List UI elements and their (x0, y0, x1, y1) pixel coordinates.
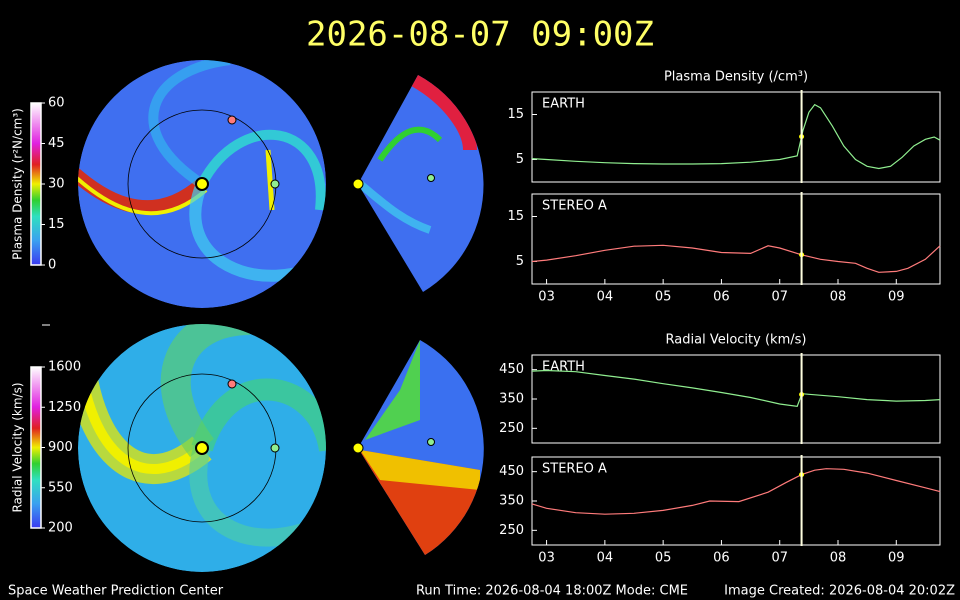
x-tick-label: 06 (713, 290, 730, 305)
x-tick-label: 09 (888, 551, 905, 566)
data-line (531, 468, 941, 515)
y-tick-label: 450 (499, 464, 524, 479)
colorbar-tick-label: 60 (48, 96, 65, 111)
y-tick-label: 250 (499, 523, 524, 538)
density-disk (78, 60, 326, 308)
sun (352, 442, 364, 454)
colorbar-tick-label: 15 (48, 217, 65, 232)
footer-right: Image Created: 2026-08-04 20:02Z (724, 584, 955, 599)
earth-dot (427, 438, 435, 446)
colorbar-tick-label: 30 (48, 177, 65, 192)
y-tick-label: 350 (499, 392, 524, 407)
y-tick-label: 350 (499, 494, 524, 509)
series-label: EARTH (542, 97, 585, 112)
colorbar-tick-label: 1600 (48, 360, 81, 375)
velocity-disk (78, 324, 326, 572)
plot-frame (531, 354, 941, 444)
x-tick-label: 07 (771, 290, 788, 305)
data-line (531, 103, 941, 170)
chart-title: Radial Velocity (km/s) (666, 333, 807, 348)
colorbar-label: Plasma Density (r²N/cm³) (11, 108, 25, 260)
x-tick-label: 05 (655, 551, 672, 566)
y-tick-label: 5 (516, 254, 524, 269)
colorbar-label: Radial Velocity (km/s) (11, 382, 25, 512)
x-tick-label: 04 (597, 290, 614, 305)
title: 2026-08-07 09:00Z (306, 15, 654, 55)
x-tick-label: 08 (830, 290, 847, 305)
x-tick-label: 08 (830, 551, 847, 566)
series-label: STEREO A (542, 199, 607, 214)
x-tick-label: 03 (538, 290, 555, 305)
colorbar-tick-label: 200 (48, 521, 73, 536)
colorbar (30, 366, 42, 529)
footer-center: Run Time: 2026-08-04 18:00Z Mode: CME (416, 584, 688, 599)
y-tick-label: 450 (499, 362, 524, 377)
colorbar-tick-label: 550 (48, 480, 73, 495)
plot-frame (531, 91, 941, 183)
x-tick-label: 09 (888, 290, 905, 305)
earth-dot (427, 174, 435, 182)
y-tick-label: 15 (507, 107, 524, 122)
colorbar-tick-label: 1250 (48, 400, 81, 415)
data-line (531, 244, 941, 273)
velocity-wedge (358, 340, 484, 555)
sun (352, 178, 364, 190)
footer-left: Space Weather Prediction Center (8, 584, 224, 599)
x-tick-label: 03 (538, 551, 555, 566)
colorbar (30, 102, 42, 266)
x-tick-label: 04 (597, 551, 614, 566)
colorbar-tick-label: 0 (48, 258, 56, 273)
y-tick-label: 15 (507, 209, 524, 224)
data-line (531, 369, 941, 407)
y-tick-label: 5 (516, 152, 524, 167)
x-tick-label: 05 (655, 290, 672, 305)
y-tick-label: 250 (499, 421, 524, 436)
chart-title: Plasma Density (/cm³) (664, 70, 808, 85)
colorbar-tick-label: 900 (48, 440, 73, 455)
density-wedge (358, 75, 484, 292)
x-tick-label: 06 (713, 551, 730, 566)
series-label: STEREO A (542, 462, 607, 477)
colorbar-tick-label: 45 (48, 136, 65, 151)
plot-frame (531, 193, 941, 285)
x-tick-label: 07 (771, 551, 788, 566)
